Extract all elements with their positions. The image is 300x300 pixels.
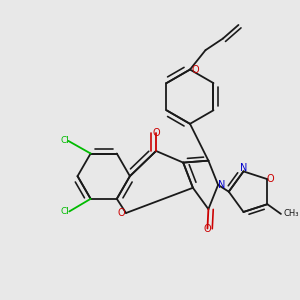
Text: CH₃: CH₃ — [284, 209, 299, 218]
Text: O: O — [266, 174, 274, 184]
Text: O: O — [152, 128, 160, 138]
Text: N: N — [218, 180, 226, 190]
Text: O: O — [204, 224, 211, 233]
Text: N: N — [240, 164, 247, 173]
Text: Cl: Cl — [61, 207, 70, 216]
Text: Cl: Cl — [60, 136, 69, 146]
Text: O: O — [191, 64, 199, 74]
Text: O: O — [117, 208, 125, 218]
